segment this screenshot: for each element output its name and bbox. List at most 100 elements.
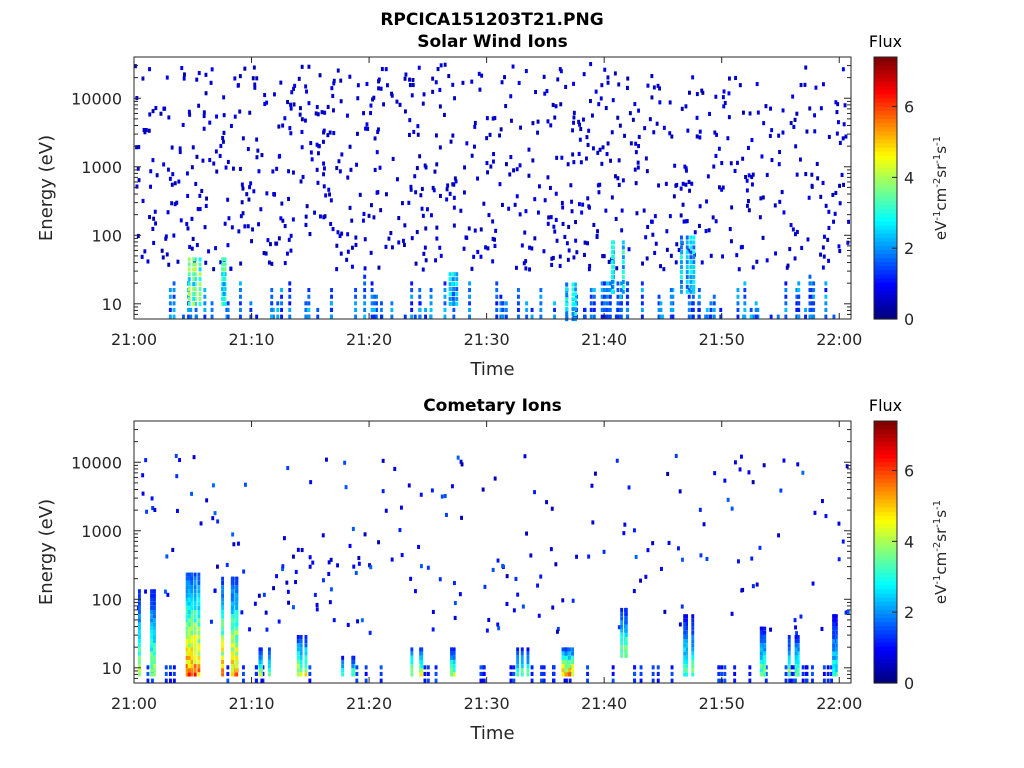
flux-cell bbox=[685, 664, 688, 669]
flux-cell bbox=[197, 589, 201, 594]
flux-cell bbox=[836, 102, 840, 107]
flux-cell bbox=[286, 589, 290, 594]
flux-cell bbox=[826, 665, 830, 670]
flux-cell bbox=[714, 153, 718, 158]
flux-cell bbox=[150, 597, 153, 602]
flux-cell bbox=[795, 229, 799, 234]
flux-cell bbox=[249, 181, 253, 186]
flux-cell bbox=[176, 508, 179, 513]
flux-cell bbox=[239, 307, 242, 312]
flux-cell bbox=[227, 216, 231, 221]
flux-cell bbox=[187, 277, 191, 282]
flux-cell bbox=[235, 659, 238, 664]
flux-cell bbox=[688, 90, 691, 95]
flux-cell bbox=[190, 216, 194, 221]
flux-cell bbox=[586, 241, 589, 246]
flux-cell bbox=[452, 659, 456, 664]
flux-cell bbox=[824, 514, 828, 519]
flux-cell bbox=[579, 127, 583, 132]
flux-cell bbox=[596, 229, 599, 234]
flux-cell bbox=[600, 161, 604, 166]
flux-cell bbox=[556, 629, 559, 634]
flux-cell bbox=[270, 314, 274, 319]
flux-cell bbox=[379, 665, 383, 670]
colorbar-swatch bbox=[874, 646, 897, 651]
flux-cell bbox=[187, 109, 191, 114]
flux-cell bbox=[793, 618, 797, 623]
flux-cell bbox=[304, 651, 308, 656]
flux-cell bbox=[300, 145, 304, 150]
flux-cell bbox=[403, 76, 407, 81]
flux-cell bbox=[463, 190, 466, 195]
colorbar-swatch bbox=[874, 241, 897, 246]
flux-cell bbox=[553, 115, 557, 120]
flux-cell bbox=[410, 668, 414, 673]
flux-cell bbox=[453, 96, 456, 101]
flux-cell bbox=[515, 194, 519, 199]
flux-cell bbox=[233, 114, 237, 119]
flux-cell bbox=[624, 624, 628, 629]
y-tick-label: 100 bbox=[91, 226, 122, 245]
flux-cell bbox=[187, 635, 191, 640]
flux-cell bbox=[169, 671, 172, 676]
flux-cell bbox=[266, 238, 270, 243]
flux-cell bbox=[145, 509, 148, 514]
flux-cell bbox=[153, 647, 156, 652]
flux-cell bbox=[680, 260, 683, 265]
flux-cell bbox=[565, 297, 569, 302]
flux-cell bbox=[480, 73, 484, 78]
flux-cell bbox=[182, 76, 186, 81]
flux-cell bbox=[328, 600, 332, 605]
flux-cell bbox=[572, 314, 576, 319]
flux-cell bbox=[278, 153, 282, 158]
flux-cell bbox=[373, 136, 377, 141]
flux-cell bbox=[808, 301, 812, 306]
flux-cell bbox=[421, 213, 425, 218]
flux-cell bbox=[235, 668, 238, 673]
flux-cell bbox=[321, 533, 325, 538]
flux-cell bbox=[408, 77, 411, 82]
flux-cell bbox=[340, 152, 344, 157]
flux-cell bbox=[348, 144, 352, 149]
flux-cell bbox=[832, 651, 835, 656]
flux-cell bbox=[774, 251, 777, 256]
flux-cell bbox=[691, 314, 695, 319]
flux-cell bbox=[161, 255, 165, 260]
colorbar-swatch bbox=[874, 629, 897, 635]
flux-cell bbox=[585, 156, 588, 161]
flux-cell bbox=[204, 72, 208, 77]
flux-cell bbox=[518, 212, 522, 217]
flux-cell bbox=[426, 671, 430, 676]
flux-cell bbox=[364, 671, 368, 676]
flux-cell bbox=[186, 193, 190, 198]
flux-cell bbox=[172, 665, 176, 670]
flux-cell bbox=[146, 665, 150, 670]
flux-cell bbox=[216, 519, 220, 524]
flux-cell bbox=[591, 520, 595, 525]
flux-cell bbox=[346, 249, 350, 254]
flux-cell bbox=[674, 453, 678, 458]
flux-cell bbox=[148, 67, 151, 72]
flux-cell bbox=[812, 301, 816, 306]
colorbar-tick-label: 6 bbox=[904, 98, 914, 117]
flux-cell bbox=[764, 678, 768, 683]
flux-cell bbox=[222, 130, 226, 135]
flux-cell bbox=[479, 665, 483, 670]
flux-cell bbox=[221, 647, 224, 652]
flux-cell bbox=[460, 462, 464, 467]
flux-cell bbox=[743, 294, 747, 299]
flux-cell bbox=[190, 589, 193, 594]
flux-cell bbox=[689, 284, 693, 289]
flux-cell bbox=[311, 560, 315, 565]
flux-cell bbox=[268, 668, 271, 673]
flux-cell bbox=[756, 307, 760, 312]
flux-cell bbox=[150, 610, 153, 615]
flux-cell bbox=[416, 132, 420, 137]
flux-cell bbox=[571, 647, 574, 652]
figure-title: RPCICA151203T21.PNG bbox=[380, 10, 603, 30]
flux-cell bbox=[659, 264, 662, 269]
flux-cell bbox=[698, 129, 702, 134]
flux-cell bbox=[722, 104, 726, 109]
flux-cell bbox=[743, 281, 747, 286]
